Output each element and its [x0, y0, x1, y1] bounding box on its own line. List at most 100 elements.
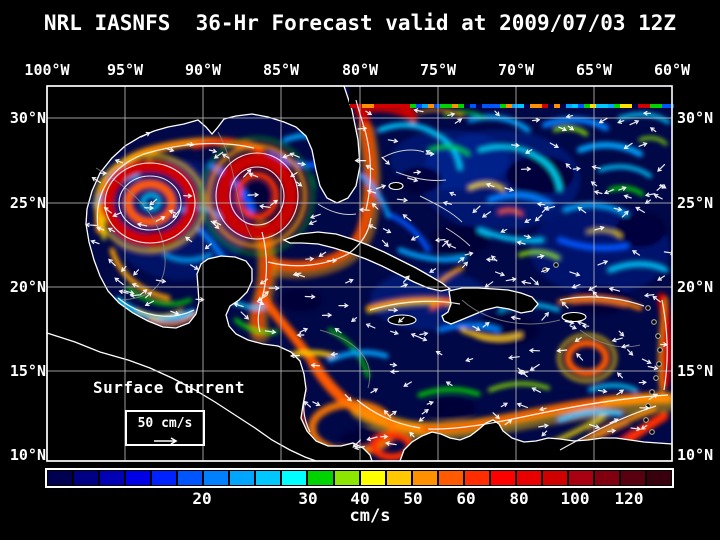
bathymetry-contour — [579, 329, 641, 348]
coastline — [395, 171, 447, 181]
colorbar-cell — [568, 471, 593, 485]
current-streak — [417, 387, 481, 398]
colorbar-tick-label: 100 — [560, 489, 590, 508]
boundary-pixel — [620, 104, 626, 108]
boundary-pixel — [566, 104, 572, 108]
colorbar-cell — [516, 471, 541, 485]
boundary-pixel — [500, 104, 506, 108]
eddy-ring — [215, 152, 299, 240]
current-streak — [259, 123, 381, 279]
lon-tick-label: 70°W — [497, 61, 535, 79]
current-streak — [487, 192, 553, 207]
current-streak — [257, 289, 319, 369]
boundary-pixel — [368, 104, 374, 108]
colorbar-cell — [152, 471, 177, 485]
island-dot — [657, 347, 663, 353]
boundary-pixel — [542, 104, 548, 108]
colorbar-cell — [490, 471, 515, 485]
streamline — [559, 296, 645, 307]
colorbar-cell — [386, 471, 411, 485]
current-streak — [608, 185, 644, 196]
current-streak — [478, 144, 562, 192]
boundary-pixel — [440, 104, 446, 108]
lat-tick-label: 25°N — [677, 194, 714, 212]
coastline — [317, 203, 357, 215]
calm-patch — [424, 396, 476, 420]
boundary-pixel — [488, 104, 494, 108]
current-streak — [607, 261, 669, 273]
current-streak — [460, 328, 522, 341]
lat-tick-label: 20°N — [9, 278, 46, 296]
island-dot — [649, 429, 655, 435]
streamline-ring — [229, 166, 285, 226]
lat-tick-label: 25°N — [9, 194, 46, 212]
boundary-pixel — [626, 104, 632, 108]
boundary-pixel — [572, 104, 578, 108]
streamline — [356, 399, 421, 429]
boundary-pixel — [464, 104, 470, 108]
colorbar-cell — [256, 471, 281, 485]
island-dot — [645, 305, 651, 311]
boundary-pixel — [554, 104, 560, 108]
lat-tick-label: 15°N — [9, 362, 46, 380]
current-streak — [437, 323, 501, 333]
current-streak — [557, 296, 643, 311]
boundary-pixel — [632, 104, 638, 108]
lat-tick-label: 10°N — [9, 446, 46, 464]
lat-tick-label: 10°N — [677, 446, 714, 464]
map-frame — [46, 85, 673, 462]
boundary-pixel — [644, 104, 650, 108]
colorbar-tick-label: 60 — [456, 489, 476, 508]
colorbar-cell — [282, 471, 307, 485]
colorbar-tick-label: 20 — [192, 489, 212, 508]
no-data-band — [349, 87, 672, 104]
lat-tick-label: 15°N — [677, 362, 714, 380]
streamline-layer — [85, 99, 672, 451]
island-dot — [656, 361, 662, 367]
boundary-pixel — [584, 104, 590, 108]
current-streak — [557, 409, 623, 423]
boundary-pixel — [596, 104, 602, 108]
eddy-ring — [206, 143, 308, 249]
lon-tick-label: 100°W — [24, 61, 70, 79]
current-streak — [557, 237, 629, 251]
boundary-pixel — [428, 104, 434, 108]
island-dot — [649, 389, 655, 395]
boundary-pixel — [590, 104, 596, 108]
scale-arrow-head — [170, 437, 178, 445]
current-streak — [126, 286, 192, 306]
streamline — [267, 217, 372, 267]
bathymetry-contour — [461, 299, 561, 325]
boundary-pixel — [416, 104, 422, 108]
current-streak — [577, 142, 643, 157]
boundary-pixel — [536, 104, 542, 108]
current-streak — [562, 202, 629, 217]
colorbar-cell — [621, 471, 646, 485]
current-streak — [542, 116, 609, 131]
colorbar-cell — [464, 471, 489, 485]
colorbar-cell — [542, 471, 567, 485]
current-streak — [498, 208, 523, 216]
lat-tick-label: 30°N — [9, 109, 46, 127]
boundary-pixel — [356, 104, 362, 108]
colorbar-cell — [74, 471, 99, 485]
current-streak — [488, 381, 550, 392]
bathymetry-contour — [95, 167, 166, 301]
colorbar-cell — [100, 471, 125, 485]
boundary-pixel — [668, 104, 674, 108]
boundary-pixel — [458, 104, 464, 108]
boundary-pixel — [560, 104, 566, 108]
coastline — [445, 227, 471, 247]
current-streak — [377, 122, 463, 171]
scale-box: 50 cm/s — [125, 410, 205, 446]
lon-tick-label: 65°W — [575, 61, 613, 79]
boundary-pixel — [524, 104, 530, 108]
colorbar-cell — [438, 471, 463, 485]
boundary-pixel — [362, 104, 368, 108]
boundary-pixel — [638, 104, 644, 108]
boundary-pixel — [452, 104, 458, 108]
boundary-pixel — [614, 104, 620, 108]
colorbar-tick-label: 40 — [350, 489, 370, 508]
lon-tick-label: 80°W — [341, 61, 379, 79]
